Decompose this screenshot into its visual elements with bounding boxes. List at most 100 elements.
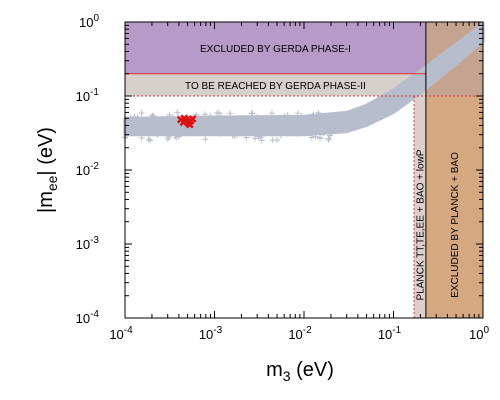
band-point [149, 112, 156, 119]
band-point [250, 120, 257, 127]
band-point [309, 113, 316, 120]
band-point [148, 114, 155, 121]
band-point [277, 118, 284, 125]
band-point [154, 131, 161, 138]
band-point [134, 114, 141, 121]
band-point [316, 113, 323, 120]
band-point [239, 115, 246, 122]
axis-ticks [124, 21, 484, 319]
y-tick-label: 100 [79, 13, 99, 30]
x-tick-exponent: -2 [303, 325, 312, 336]
x-axis-title-unit: (eV) [291, 359, 334, 381]
band-point [248, 110, 255, 117]
band-point [253, 128, 260, 135]
band-point [228, 129, 235, 136]
band-point [217, 113, 224, 120]
band-point [312, 133, 319, 140]
band-point [294, 120, 301, 127]
band-point [231, 133, 238, 140]
highlight-point [188, 115, 197, 123]
planck-bao-label: EXCLUDED BY PLANCK + BAO [450, 152, 461, 298]
band-point [231, 118, 238, 125]
x-tick-exponent: -3 [213, 325, 222, 336]
band-point [284, 112, 291, 119]
band-point [288, 128, 295, 135]
x-tick-label: 10-3 [199, 325, 223, 342]
band-point [257, 115, 264, 122]
band-edge-points [122, 109, 342, 144]
band-point [195, 129, 202, 136]
band-point [169, 114, 176, 121]
band-point [280, 128, 287, 135]
band-point [258, 131, 265, 138]
y-axis-title-sub: ee [44, 175, 60, 191]
band-point [145, 136, 152, 143]
band-point [216, 109, 223, 116]
y-tick-exponent: -1 [90, 87, 99, 98]
band-point [217, 130, 224, 137]
band-point [319, 119, 326, 126]
y-tick-exponent: 0 [93, 13, 99, 24]
band-point [228, 128, 235, 135]
band-point [145, 121, 152, 128]
band-point [315, 109, 322, 116]
band-point [138, 127, 145, 134]
band-point [215, 126, 222, 133]
band-point [207, 120, 214, 127]
band-point [310, 117, 317, 124]
y-axis-title-tail: | (eV) [35, 127, 57, 176]
y-axis-title: |mee| (eV) [35, 127, 60, 213]
band-point [147, 137, 154, 144]
x-tick-exponent: -4 [124, 325, 133, 336]
y-tick-label: 10-3 [76, 235, 100, 252]
band-point [281, 113, 288, 120]
band-point [238, 130, 245, 137]
band-point [253, 114, 260, 121]
gerda-phase1-region [125, 22, 483, 74]
band-point [242, 117, 249, 124]
band-point [308, 129, 315, 136]
gerda-phase2-label: TO BE REACHED BY GERDA PHASE-II [185, 81, 366, 92]
band-point [172, 132, 179, 139]
band-point [325, 118, 332, 125]
band-point [215, 118, 222, 125]
band-point [144, 128, 151, 135]
planck-tt-label: PLANCK TT,TE,EE + BAO + lowP [415, 149, 426, 300]
y-axis-title-main: |m [35, 191, 57, 213]
band-point [264, 128, 271, 135]
band-point [317, 135, 324, 142]
band-point [158, 117, 165, 124]
band-point [129, 120, 136, 127]
band-point [227, 110, 234, 117]
x-tick-label: 100 [469, 325, 489, 342]
highlight-point [185, 120, 194, 129]
band-point [164, 115, 171, 122]
band-point [202, 136, 209, 143]
band-point [212, 128, 219, 135]
band-point [298, 113, 305, 120]
band-point [257, 126, 264, 133]
band-point [276, 119, 283, 126]
band-point [327, 112, 334, 119]
band-point [311, 125, 318, 132]
band-point [308, 134, 315, 141]
band-point [296, 128, 303, 135]
band-point [175, 127, 182, 134]
band-point [174, 109, 181, 116]
band-point [209, 129, 216, 136]
x-tick-label: 10-2 [288, 325, 312, 342]
band-point [207, 112, 214, 119]
band-point [241, 127, 248, 134]
band-point [243, 134, 250, 141]
band-point [222, 128, 229, 135]
planck-tt-region [414, 96, 426, 318]
band-point [232, 116, 239, 123]
band-point [268, 110, 275, 117]
band-point [320, 128, 327, 135]
band-point [166, 111, 173, 118]
y-tick-label: 10-1 [76, 87, 100, 104]
band-point [201, 111, 208, 118]
band-point [323, 112, 330, 119]
highlight-point [180, 114, 189, 123]
